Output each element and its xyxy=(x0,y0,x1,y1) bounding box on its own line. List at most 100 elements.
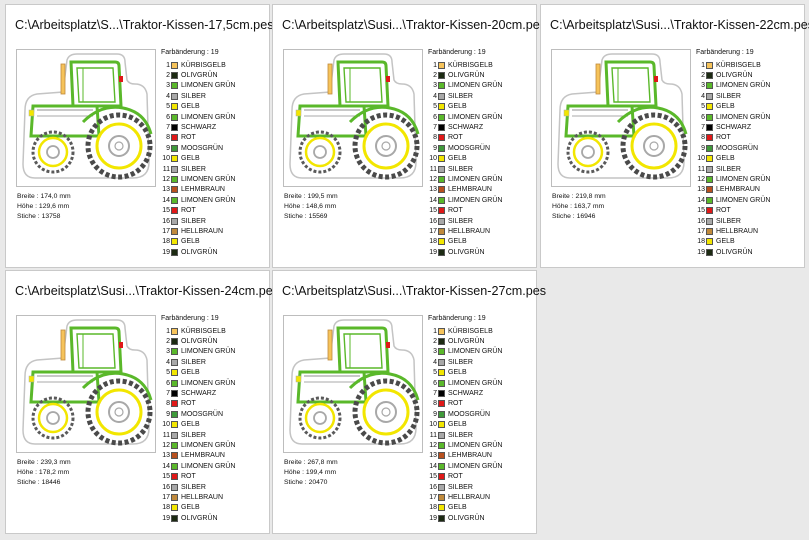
thread-color-swatch xyxy=(438,165,445,173)
thread-color-swatch xyxy=(706,207,713,215)
thread-color-swatch xyxy=(438,227,445,235)
thread-color-number: 17 xyxy=(429,227,437,235)
thread-color-swatch xyxy=(171,155,178,163)
thread-color-number: 3 xyxy=(701,82,705,90)
thread-color-swatch xyxy=(171,207,178,215)
thread-color-swatch xyxy=(438,175,445,183)
thread-color-number: 2 xyxy=(166,72,170,80)
file-path-title: C:\Arbeitsplatz\S...\Traktor-Kissen-17,5… xyxy=(15,18,274,32)
thread-color-name: ROT xyxy=(448,134,463,142)
thread-color-number: 12 xyxy=(697,175,705,183)
thread-color-number: 15 xyxy=(429,207,437,215)
thread-color-swatch xyxy=(706,103,713,111)
thread-color-swatch xyxy=(171,358,178,366)
thread-color-row: 4 SILBER xyxy=(161,91,235,101)
thread-color-name: LIMONEN GRÜN xyxy=(181,348,236,356)
thread-color-number: 17 xyxy=(162,227,170,235)
thread-color-swatch xyxy=(171,514,178,522)
thread-color-number: 4 xyxy=(433,358,437,366)
thread-color-name: GELB xyxy=(448,369,467,377)
thread-color-row: 18 GELB xyxy=(161,237,235,247)
thread-color-name: SILBER xyxy=(448,92,473,100)
thread-color-name: ROT xyxy=(181,134,196,142)
thread-color-swatch xyxy=(171,421,178,429)
thread-color-row: 19 OLIVGRÜN xyxy=(428,247,502,257)
thread-color-name: LIMONEN GRÜN xyxy=(448,196,503,204)
thread-color-number: 5 xyxy=(701,103,705,111)
thread-color-row: 1 KÜRBISGELB xyxy=(428,326,502,336)
height-label: Höhe : xyxy=(552,203,573,210)
design-dimensions: Breite : 199,5 mm Höhe : 148,6 mm Stiche… xyxy=(284,192,338,222)
thread-color-number: 2 xyxy=(433,338,437,346)
thread-color-number: 9 xyxy=(701,144,705,152)
file-path-title: C:\Arbeitsplatz\Susi...\Traktor-Kissen-2… xyxy=(15,284,280,298)
thread-color-swatch xyxy=(171,72,178,80)
thread-color-number: 18 xyxy=(697,238,705,246)
thread-color-number: 16 xyxy=(162,483,170,491)
width-label: Breite : xyxy=(17,459,39,466)
thread-color-row: 7 SCHWARZ xyxy=(696,122,770,132)
design-preview xyxy=(16,49,156,187)
thread-color-name: SCHWARZ xyxy=(181,390,217,398)
thread-color-swatch xyxy=(438,421,445,429)
thread-color-number: 8 xyxy=(166,134,170,142)
thread-color-number: 14 xyxy=(429,196,437,204)
thread-color-swatch xyxy=(171,462,178,470)
thread-color-number: 12 xyxy=(162,441,170,449)
thread-color-name: LEHMBRAUN xyxy=(448,452,492,460)
thread-color-number: 3 xyxy=(166,82,170,90)
design-dimensions: Breite : 174,0 mm Höhe : 129,6 mm Stiche… xyxy=(17,192,71,222)
thread-color-name: LIMONEN GRÜN xyxy=(716,82,771,90)
thread-color-swatch xyxy=(171,82,178,90)
thread-color-number: 15 xyxy=(162,473,170,481)
thread-color-swatch xyxy=(438,473,445,481)
thread-color-name: LEHMBRAUN xyxy=(716,186,760,194)
thread-color-row: 5 GELB xyxy=(428,368,502,378)
thread-color-row: 6 LIMONEN GRÜN xyxy=(161,378,235,388)
width-label: Breite : xyxy=(17,193,39,200)
thread-color-name: SILBER xyxy=(448,431,473,439)
thread-color-number: 1 xyxy=(166,61,170,69)
thread-color-row: 15 ROT xyxy=(428,471,502,481)
thread-color-name: LIMONEN GRÜN xyxy=(181,175,236,183)
thread-color-name: GELB xyxy=(448,155,467,163)
thread-color-row: 18 GELB xyxy=(696,237,770,247)
thread-color-row: 12 LIMONEN GRÜN xyxy=(161,174,235,184)
thread-color-row: 6 LIMONEN GRÜN xyxy=(161,112,235,122)
height-label: Höhe : xyxy=(284,203,305,210)
thread-color-swatch xyxy=(438,103,445,111)
thread-color-row: 13 LEHMBRAUN xyxy=(428,451,502,461)
thread-color-number: 5 xyxy=(166,103,170,111)
thread-color-number: 6 xyxy=(166,113,170,121)
thread-color-row: 11 SILBER xyxy=(428,164,502,174)
thread-color-name: LIMONEN GRÜN xyxy=(448,113,503,121)
thread-color-swatch xyxy=(171,196,178,204)
thread-color-name: OLIVGRÜN xyxy=(448,338,485,346)
thread-color-number: 12 xyxy=(429,175,437,183)
thread-color-row: 12 LIMONEN GRÜN xyxy=(161,440,235,450)
thread-color-row: 18 GELB xyxy=(161,503,235,513)
thread-color-number: 6 xyxy=(701,113,705,121)
thread-color-row: 3 LIMONEN GRÜN xyxy=(696,81,770,91)
thread-color-row: 19 OLIVGRÜN xyxy=(428,513,502,523)
thread-color-swatch xyxy=(438,441,445,449)
thread-color-number: 12 xyxy=(429,441,437,449)
thread-color-name: SILBER xyxy=(448,483,473,491)
thread-color-number: 8 xyxy=(433,134,437,142)
thread-color-number: 14 xyxy=(697,196,705,204)
thread-color-name: ROT xyxy=(448,400,463,408)
thread-color-name: ROT xyxy=(716,207,731,215)
design-card: C:\Arbeitsplatz\Susi...\Traktor-Kissen-2… xyxy=(540,4,809,268)
thread-color-rows: 1 KÜRBISGELB 2 OLIVGRÜN 3 LIMONEN GRÜN 4 SILBER… xyxy=(428,60,502,257)
thread-color-swatch xyxy=(171,390,178,398)
thread-color-number: 18 xyxy=(162,504,170,512)
thread-color-swatch xyxy=(706,92,713,100)
width-value: 219,8 mm xyxy=(575,193,606,200)
thread-color-name: GELB xyxy=(181,155,200,163)
thread-color-swatch xyxy=(438,113,445,121)
thread-color-swatch xyxy=(706,217,713,225)
thread-color-swatch xyxy=(706,248,713,256)
height-value: 148,6 mm xyxy=(305,203,337,210)
thread-color-row: 16 SILBER xyxy=(161,216,235,226)
thread-color-swatch xyxy=(706,227,713,235)
